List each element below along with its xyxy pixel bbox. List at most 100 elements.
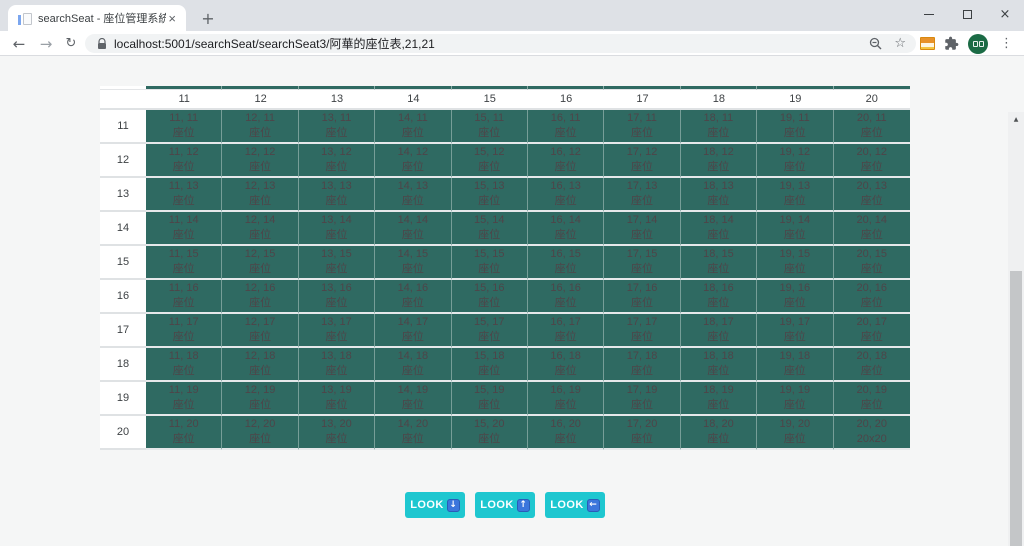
seat-cell[interactable]: 16, 16 座位 [527, 280, 605, 314]
reload-icon[interactable]: ↻ [65, 36, 77, 51]
seat-cell[interactable]: 12, 14 座位 [222, 212, 299, 246]
seat-cell[interactable]: 20, 13 座位 [833, 178, 910, 212]
bookmark-star-icon[interactable]: ☆ [894, 36, 906, 51]
look-button-left-arrow[interactable]: LOOK ← [545, 492, 605, 518]
seat-cell[interactable]: 20, 19 座位 [833, 382, 910, 416]
seat-cell[interactable]: 18, 16 座位 [680, 280, 758, 314]
profile-avatar[interactable] [968, 33, 988, 54]
seat-cell[interactable]: 12, 20 座位 [222, 416, 299, 450]
seat-cell[interactable]: 17, 20 座位 [604, 416, 681, 450]
seat-cell[interactable]: 12, 17 座位 [222, 314, 299, 348]
seat-cell[interactable]: 11, 16 座位 [146, 280, 223, 314]
seat-cell[interactable]: 18, 18 座位 [680, 348, 758, 382]
seat-cell[interactable]: 18, 12 座位 [680, 144, 758, 178]
seat-cell[interactable]: 20, 12 座位 [833, 144, 910, 178]
seat-cell[interactable]: 19, 12 座位 [757, 144, 834, 178]
seat-cell[interactable]: 14, 11 座位 [375, 110, 452, 144]
seat-cell[interactable]: 13, 14 座位 [298, 212, 376, 246]
seat-cell[interactable]: 16, 18 座位 [527, 348, 605, 382]
seat-cell[interactable]: 17, 11 座位 [604, 110, 681, 144]
seat-cell[interactable]: 19, 11 座位 [757, 110, 834, 144]
seat-cell[interactable]: 20, 14 座位 [833, 212, 910, 246]
seat-cell[interactable]: 14, 20 座位 [375, 416, 452, 450]
seat-cell[interactable]: 12, 12 座位 [222, 144, 299, 178]
seat-cell[interactable]: 11, 20 座位 [146, 416, 223, 450]
zoom-icon[interactable] [869, 37, 882, 50]
seat-cell[interactable]: 17, 16 座位 [604, 280, 681, 314]
seat-cell[interactable]: 16, 13 座位 [527, 178, 605, 212]
seat-cell[interactable]: 18, 11 座位 [680, 110, 758, 144]
seat-cell[interactable]: 17, 13 座位 [604, 178, 681, 212]
seat-cell[interactable]: 19, 18 座位 [757, 348, 834, 382]
seat-cell[interactable]: 20, 17 座位 [833, 314, 910, 348]
seat-cell[interactable]: 14, 19 座位 [375, 382, 452, 416]
seat-cell[interactable]: 12, 11 座位 [222, 110, 299, 144]
scrollbar-track[interactable]: ▲ ▼ [1008, 112, 1024, 546]
seat-cell[interactable]: 16, 17 座位 [527, 314, 605, 348]
seat-cell[interactable]: 17, 17 座位 [604, 314, 681, 348]
seat-cell[interactable]: 19, 16 座位 [757, 280, 834, 314]
seat-cell[interactable]: 11, 17 座位 [146, 314, 223, 348]
close-window-button[interactable]: × [999, 6, 1011, 22]
seat-cell[interactable]: 11, 18 座位 [146, 348, 223, 382]
seat-cell[interactable]: 13, 15 座位 [298, 246, 376, 280]
seat-cell[interactable]: 15, 13 座位 [451, 178, 528, 212]
seat-cell[interactable]: 20, 20 20x20 [833, 416, 910, 450]
seat-cell[interactable]: 18, 14 座位 [680, 212, 758, 246]
seat-cell[interactable]: 20, 16 座位 [833, 280, 910, 314]
seat-cell[interactable]: 19, 15 座位 [757, 246, 834, 280]
seat-cell[interactable]: 11, 12 座位 [146, 144, 223, 178]
extension-icon[interactable] [920, 37, 935, 50]
seat-cell[interactable]: 15, 11 座位 [451, 110, 528, 144]
seat-cell[interactable]: 15, 12 座位 [451, 144, 528, 178]
seat-cell[interactable]: 19, 20 座位 [757, 416, 834, 450]
new-tab-button[interactable]: + [201, 8, 215, 28]
seat-cell[interactable]: 12, 13 座位 [222, 178, 299, 212]
seat-cell[interactable]: 13, 16 座位 [298, 280, 376, 314]
seat-cell[interactable]: 15, 20 座位 [451, 416, 528, 450]
seat-cell[interactable]: 17, 15 座位 [604, 246, 681, 280]
address-bar[interactable]: localhost:5001/searchSeat/searchSeat3/阿華… [85, 34, 916, 53]
seat-cell[interactable]: 15, 17 座位 [451, 314, 528, 348]
seat-cell[interactable]: 16, 12 座位 [527, 144, 605, 178]
seat-cell[interactable]: 17, 14 座位 [604, 212, 681, 246]
forward-icon[interactable]: → [39, 34, 53, 53]
seat-cell[interactable]: 13, 17 座位 [298, 314, 376, 348]
seat-cell[interactable]: 14, 12 座位 [375, 144, 452, 178]
seat-cell[interactable]: 20, 18 座位 [833, 348, 910, 382]
seat-cell[interactable]: 17, 12 座位 [604, 144, 681, 178]
seat-cell[interactable]: 11, 15 座位 [146, 246, 223, 280]
seat-cell[interactable]: 20, 11 座位 [833, 110, 910, 144]
seat-cell[interactable]: 18, 19 座位 [680, 382, 758, 416]
seat-cell[interactable]: 18, 17 座位 [680, 314, 758, 348]
seat-cell[interactable]: 14, 18 座位 [375, 348, 452, 382]
restore-button[interactable] [948, 0, 986, 28]
seat-cell[interactable]: 12, 19 座位 [222, 382, 299, 416]
lock-icon[interactable] [97, 37, 107, 50]
seat-cell[interactable]: 14, 15 座位 [375, 246, 452, 280]
seat-cell[interactable]: 19, 13 座位 [757, 178, 834, 212]
seat-cell[interactable]: 18, 20 座位 [680, 416, 758, 450]
seat-cell[interactable]: 19, 17 座位 [757, 314, 834, 348]
seat-cell[interactable]: 16, 20 座位 [527, 416, 605, 450]
tab-close-icon[interactable]: × [168, 10, 176, 26]
seat-cell[interactable]: 13, 11 座位 [298, 110, 376, 144]
seat-cell[interactable]: 16, 15 座位 [527, 246, 605, 280]
seat-cell[interactable]: 14, 16 座位 [375, 280, 452, 314]
look-button-down-arrow[interactable]: LOOK ↓ [405, 492, 465, 518]
seat-cell[interactable]: 20, 15 座位 [833, 246, 910, 280]
seat-cell[interactable]: 15, 19 座位 [451, 382, 528, 416]
seat-cell[interactable]: 11, 13 座位 [146, 178, 223, 212]
seat-cell[interactable]: 12, 16 座位 [222, 280, 299, 314]
seat-cell[interactable]: 15, 16 座位 [451, 280, 528, 314]
seat-cell[interactable]: 17, 19 座位 [604, 382, 681, 416]
seat-cell[interactable]: 13, 12 座位 [298, 144, 376, 178]
extensions-puzzle-icon[interactable] [944, 36, 959, 51]
seat-cell[interactable]: 13, 19 座位 [298, 382, 376, 416]
seat-cell[interactable]: 19, 14 座位 [757, 212, 834, 246]
scroll-up-icon[interactable]: ▲ [1013, 115, 1019, 123]
minimize-button[interactable] [910, 0, 948, 28]
seat-cell[interactable]: 13, 18 座位 [298, 348, 376, 382]
browser-tab[interactable]: searchSeat - 座位管理系統 × [8, 5, 186, 31]
seat-cell[interactable]: 19, 19 座位 [757, 382, 834, 416]
